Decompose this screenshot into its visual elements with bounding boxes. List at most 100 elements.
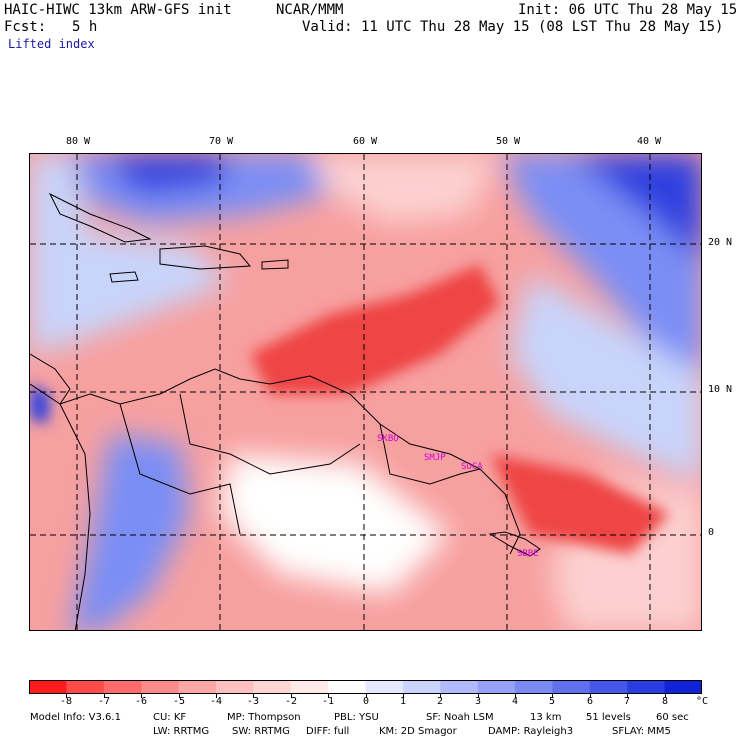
- colorbar-label: 0: [363, 696, 370, 707]
- colorbar-cell: [365, 680, 404, 694]
- fcst-label: Fcst:: [4, 19, 47, 35]
- lat-label-0: 0: [708, 527, 715, 538]
- colorbar-tick: [478, 694, 479, 698]
- colorbar-unit: °C: [696, 696, 709, 707]
- map-region-interior-neutral: [220, 454, 450, 594]
- colorbar-cell: [215, 680, 254, 694]
- colorbar-tick: [366, 694, 367, 698]
- colorbar-label: -7: [98, 696, 111, 707]
- colorbar-tick: [552, 694, 553, 698]
- footer-model-info: Model Info: V3.6.1: [30, 712, 121, 723]
- colorbar-tick: [515, 694, 516, 698]
- coastline-south-america: [30, 368, 521, 555]
- coastline-amazon-mouth: [488, 531, 541, 557]
- colorbar-label: 4: [512, 696, 519, 707]
- colorbar-tick: [328, 694, 329, 698]
- colorbar-label: 2: [437, 696, 444, 707]
- colorbar-cell: [440, 680, 479, 694]
- colorbar-cell: [29, 680, 67, 694]
- map-region-east-weak: [510, 274, 701, 484]
- colorbar-label: 8: [662, 696, 669, 707]
- footer-sw: SW: RRTMG: [232, 726, 290, 737]
- footer-cu: CU: KF: [153, 712, 187, 723]
- org-label: NCAR/MMM: [276, 2, 344, 18]
- colorbar-cell: [589, 680, 628, 694]
- lon-label-50w: 50 W: [496, 136, 521, 147]
- lifted-index-map: SKBO SMJP SOCA SBBE: [29, 153, 702, 631]
- lat-label-10n: 10 N: [708, 384, 733, 395]
- colorbar-tick: [66, 694, 67, 698]
- footer-pbl: PBL: YSU: [334, 712, 379, 723]
- colorbar-label: -4: [210, 696, 223, 707]
- colorbar-label: 5: [549, 696, 556, 707]
- model-title: HAIC-HIWC 13km ARW-GFS init: [4, 2, 232, 18]
- map-region-north-weak: [310, 154, 500, 224]
- graticule: [30, 154, 701, 630]
- map-region-nw-strong: [100, 154, 230, 194]
- colorbar-cell: [66, 680, 105, 694]
- footer-mp: MP: Thompson: [227, 712, 301, 723]
- colorbar-label: -8: [60, 696, 73, 707]
- station-label-smjp: SMJP: [424, 453, 446, 463]
- colorbar-tick: [403, 694, 404, 698]
- footer-damp: DAMP: Rayleigh3: [488, 726, 574, 737]
- map-region-coast-unstable: [490, 454, 670, 554]
- lat-label-20n: 20 N: [708, 237, 733, 248]
- colorbar-label: 1: [400, 696, 407, 707]
- lon-label-60w: 60 W: [353, 136, 378, 147]
- field-name: Lifted index: [8, 37, 95, 51]
- colorbar-cell: [627, 680, 666, 694]
- colorbar-cell: [141, 680, 180, 694]
- map-region-west-weak: [30, 154, 230, 354]
- valid-time: Valid: 11 UTC Thu 28 May 15 (08 LST Thu …: [302, 19, 724, 35]
- footer-sflay: SFLAY: MM5: [612, 726, 671, 737]
- footer-km: KM: 2D Smagor: [379, 726, 457, 737]
- map-region-unstable-band: [250, 264, 500, 394]
- station-label-sbbe: SBBE: [517, 549, 539, 559]
- lon-label-70w: 70 W: [209, 136, 234, 147]
- colorbar-label: -2: [285, 696, 298, 707]
- footer-resolution: 13 km: [530, 712, 562, 723]
- colorbar-tick: [104, 694, 105, 698]
- colorbar-label: 3: [475, 696, 482, 707]
- border-venezuela: [179, 393, 361, 475]
- colorbar-cell: [103, 680, 142, 694]
- border-colombia: [119, 403, 241, 535]
- coastline-hispaniola: [159, 245, 252, 270]
- coastline-jamaica: [109, 271, 139, 283]
- colorbar-label: -3: [247, 696, 260, 707]
- colorbar-tick: [665, 694, 666, 698]
- colorbar-tick: [253, 694, 254, 698]
- colorbar-cell: [515, 680, 554, 694]
- footer-lw: LW: RRTMG: [153, 726, 210, 737]
- colorbar-label: -6: [135, 696, 148, 707]
- lon-label-40w: 40 W: [637, 136, 662, 147]
- map-region-ne-strong: [570, 154, 701, 263]
- colorbar-cell: [178, 680, 217, 694]
- station-labels: SKBO SMJP SOCA SBBE: [377, 434, 539, 559]
- colorbar-cell: [477, 680, 516, 694]
- init-time: Init: 06 UTC Thu 28 May 15: [518, 2, 738, 18]
- colorbar-tick: [590, 694, 591, 698]
- colorbar-cell: [664, 680, 702, 694]
- colorbar-label: 6: [587, 696, 594, 707]
- colorbar: [29, 680, 702, 694]
- colorbar-cell: [290, 680, 329, 694]
- map-svg: SKBO SMJP SOCA SBBE: [30, 154, 701, 630]
- coastline-cuba: [48, 192, 152, 243]
- footer-levels: 51 levels: [586, 712, 631, 723]
- colorbar-label: -1: [322, 696, 335, 707]
- footer-sf: SF: Noah LSM: [426, 712, 494, 723]
- colorbar-label: -5: [173, 696, 186, 707]
- lon-label-80w: 80 W: [66, 136, 91, 147]
- colorbar-border: [29, 680, 702, 694]
- map-region-andes-stable: [70, 434, 190, 630]
- station-label-soca: SOCA: [461, 462, 483, 472]
- border-guianas: [379, 423, 481, 485]
- colorbar-tick: [216, 694, 217, 698]
- colorbar-cell: [402, 680, 441, 694]
- colorbar-label: 7: [624, 696, 631, 707]
- colorbar-tick: [440, 694, 441, 698]
- coastline-central-america: [30, 353, 71, 405]
- fcst-value: 5 h: [72, 19, 98, 35]
